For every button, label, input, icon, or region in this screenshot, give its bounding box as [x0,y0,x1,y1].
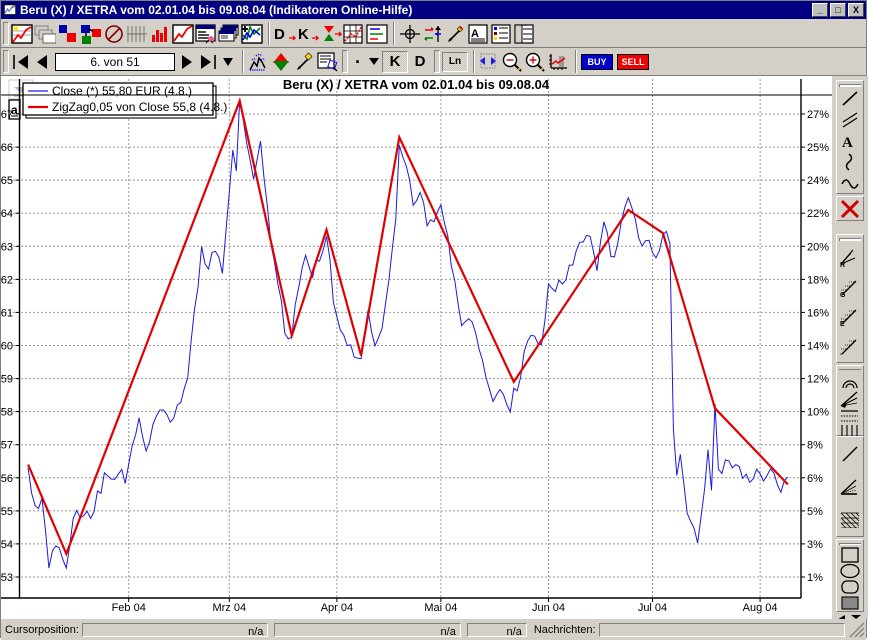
svg-text:53: 53 [1,572,13,584]
svg-text:14%: 14% [807,341,829,353]
svg-text:5%: 5% [807,506,823,518]
svg-text:A: A [842,135,853,150]
svg-text:Mrz 04: Mrz 04 [212,602,246,614]
svg-text:Jul 04: Jul 04 [638,602,667,614]
svg-text:Aug 04: Aug 04 [743,602,778,614]
svg-text:10%: 10% [807,407,829,419]
svg-text:18%: 18% [807,274,829,286]
svg-text:20%: 20% [807,241,829,253]
svg-text:D: D [274,26,285,43]
svg-text:63: 63 [1,241,13,253]
svg-text:56: 56 [1,473,13,485]
svg-text:66: 66 [1,142,13,154]
svg-text:ZigZag0,05 von Close 55,8 (4.8: ZigZag0,05 von Close 55,8 (4.8.) [52,100,227,114]
svg-text:58: 58 [1,407,13,419]
svg-text:57: 57 [1,440,13,452]
svg-text:E: E [840,321,845,327]
svg-text:16%: 16% [807,307,829,319]
svg-text:55: 55 [1,506,13,518]
svg-text:Feb 04: Feb 04 [112,602,146,614]
svg-text:8%: 8% [807,440,823,452]
svg-text:3%: 3% [807,539,823,551]
svg-text:G: G [840,292,846,298]
svg-text:22%: 22% [807,208,829,220]
svg-text:25%: 25% [807,142,829,154]
svg-text:6%: 6% [807,473,823,485]
svg-text:27%: 27% [807,109,829,121]
svg-text:K: K [298,26,309,43]
svg-text:62: 62 [1,274,13,286]
svg-text:1%: 1% [807,572,823,584]
svg-text:Apr 04: Apr 04 [321,602,353,614]
svg-text:Mai 04: Mai 04 [424,602,457,614]
svg-text:A: A [471,28,479,40]
svg-text:67: 67 [1,109,13,121]
svg-text:R: R [840,262,845,268]
svg-text:65: 65 [1,175,13,187]
svg-text:59: 59 [1,374,13,386]
svg-text:54: 54 [1,539,13,551]
svg-text:12%: 12% [807,374,829,386]
svg-text:Close (*) 55,80 EUR (4.8.): Close (*) 55,80 EUR (4.8.) [52,84,192,98]
svg-text:24%: 24% [807,175,829,187]
svg-text:Beru (X) / XETRA vom 02.01.04: Beru (X) / XETRA vom 02.01.04 bis 09.08.… [283,77,550,92]
svg-text:61: 61 [1,307,13,319]
svg-text:Jun 04: Jun 04 [532,602,565,614]
svg-text:60: 60 [1,341,13,353]
svg-text:64: 64 [1,208,13,220]
